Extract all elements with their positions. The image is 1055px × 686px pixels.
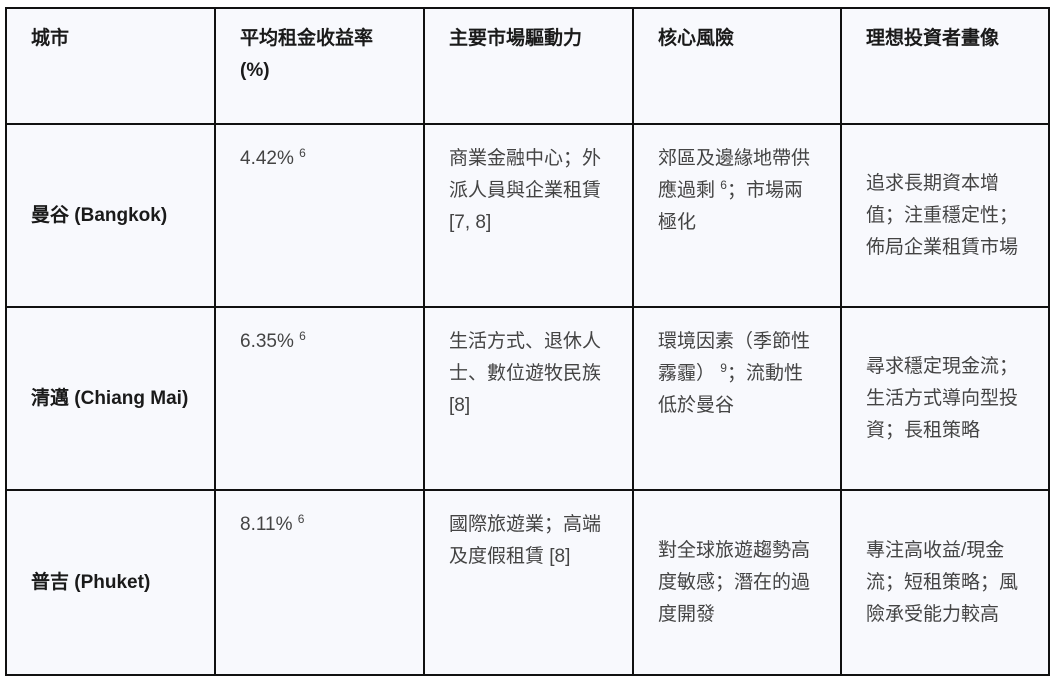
yield-value: 6.35% — [240, 331, 294, 352]
table-row: 曼谷 (Bangkok) 4.42% 6 商業金融中心；外派人員與企業租賃 [7… — [5, 123, 1050, 308]
yield-cell: 4.42% 6 — [214, 123, 425, 308]
header-yield: 平均租金收益率 (%) — [214, 7, 425, 125]
city-investment-table: 城市 平均租金收益率 (%) 主要市場驅動力 核心風險 理想投資者畫像 曼谷 (… — [5, 7, 1050, 676]
yield-cell: 6.35% 6 — [214, 306, 425, 491]
citation: 6 — [299, 146, 306, 160]
yield-cell: 8.11% 6 — [214, 489, 425, 676]
citation: 6 — [720, 178, 727, 192]
risk-text: ；市場兩極化 — [658, 180, 803, 233]
risk-text: ；流動性低於曼谷 — [658, 363, 803, 416]
risk-text: 郊區及邊緣地帶供應過剩 — [658, 148, 811, 201]
drivers-cell: 商業金融中心；外派人員與企業租賃 [7, 8] — [423, 123, 634, 308]
citation: 6 — [299, 329, 306, 343]
investor-cell: 專注高收益/現金流；短租策略；風險承受能力較高 — [840, 489, 1050, 676]
yield-value: 8.11% — [240, 514, 293, 535]
drivers-cell: 生活方式、退休人士、數位遊牧民族 [8] — [423, 306, 634, 491]
investor-cell: 追求長期資本增值；注重穩定性；佈局企業租賃市場 — [840, 123, 1050, 308]
citation: 9 — [720, 361, 727, 375]
city-cell: 普吉 (Phuket) — [5, 489, 216, 676]
risk-cell: 郊區及邊緣地帶供應過剩 6；市場兩極化 — [632, 123, 842, 308]
investor-cell: 尋求穩定現金流；生活方式導向型投資；長租策略 — [840, 306, 1050, 491]
table-row: 普吉 (Phuket) 8.11% 6 國際旅遊業；高端及度假租賃 [8] 對全… — [5, 489, 1050, 676]
citation: 6 — [297, 512, 305, 526]
header-drivers: 主要市場驅動力 — [423, 7, 634, 125]
drivers-cell: 國際旅遊業；高端及度假租賃 [8] — [423, 489, 634, 676]
header-city: 城市 — [5, 7, 216, 125]
header-row: 城市 平均租金收益率 (%) 主要市場驅動力 核心風險 理想投資者畫像 — [5, 7, 1050, 125]
risk-text: 環境因素（季節性霧霾） — [658, 331, 811, 384]
header-risk: 核心風險 — [632, 7, 842, 125]
risk-cell: 對全球旅遊趨勢高度敏感；潛在的過度開發 — [632, 489, 842, 676]
city-cell: 曼谷 (Bangkok) — [5, 123, 216, 308]
table-row: 清邁 (Chiang Mai) 6.35% 6 生活方式、退休人士、數位遊牧民族… — [5, 306, 1050, 491]
risk-cell: 環境因素（季節性霧霾） 9；流動性低於曼谷 — [632, 306, 842, 491]
header-investor: 理想投資者畫像 — [840, 7, 1050, 125]
yield-value: 4.42% — [240, 148, 294, 169]
city-cell: 清邁 (Chiang Mai) — [5, 306, 216, 491]
